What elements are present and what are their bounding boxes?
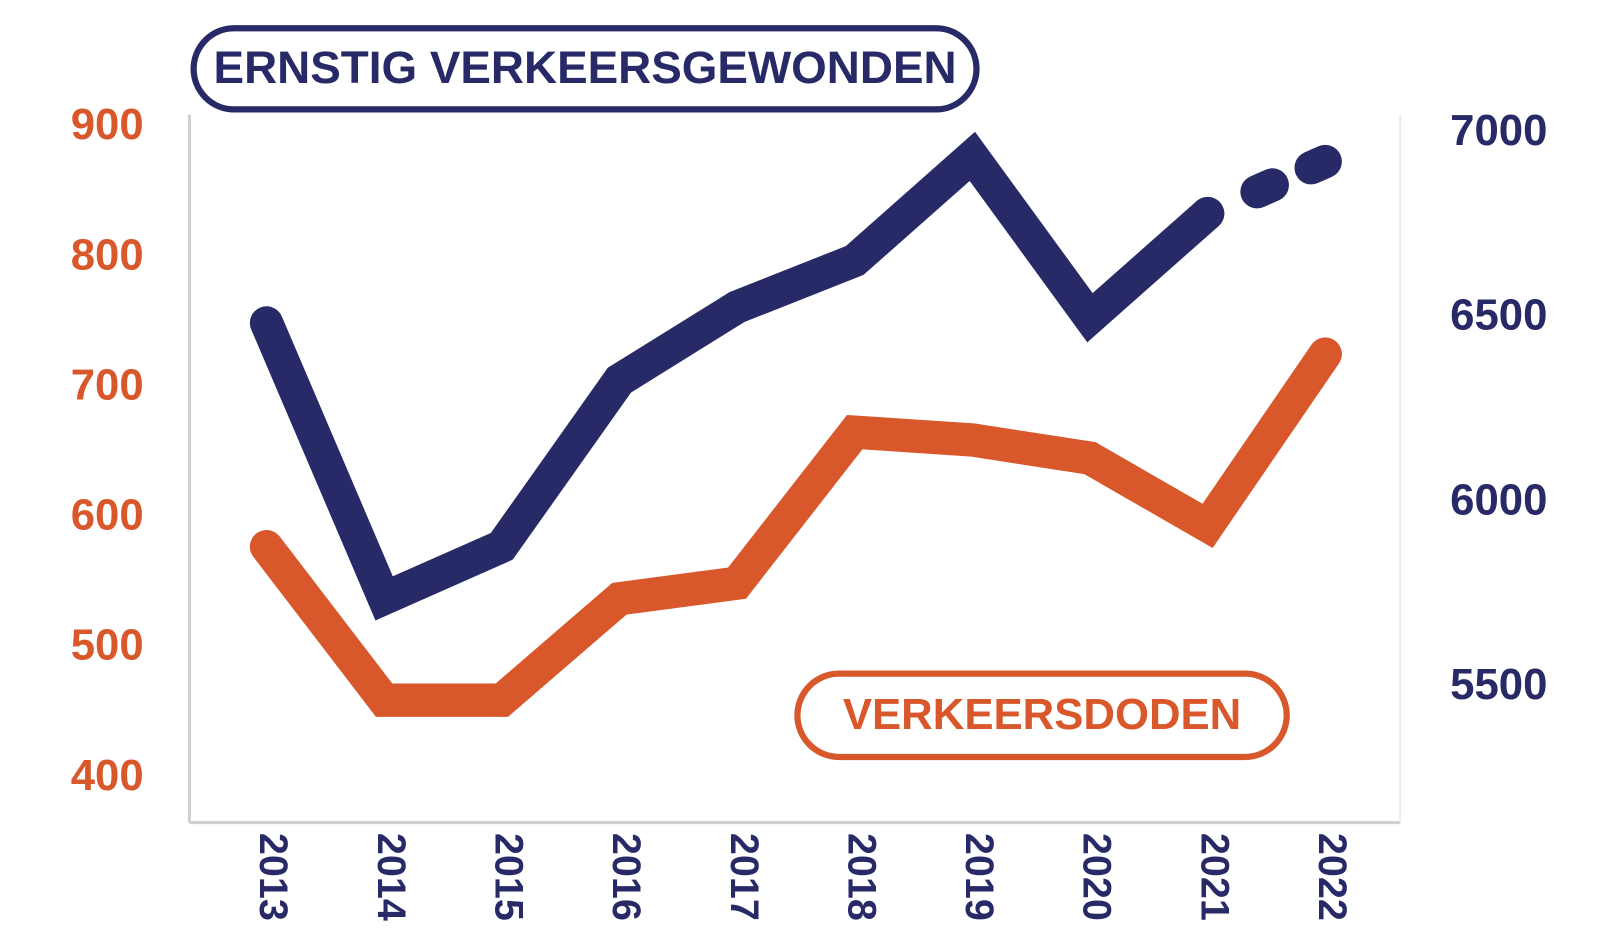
series-line-dashed: [1240, 168, 1289, 209]
x-tick-label: 2014: [369, 833, 413, 921]
x-tick-label: 2022: [1310, 833, 1354, 921]
y2-tick-label: 6500: [1450, 291, 1547, 340]
lines: [249, 131, 1342, 717]
legend-label: ERNSTIG VERKEERSGEWONDEN: [214, 42, 957, 93]
y-tick-label: 600: [71, 491, 144, 540]
legend-box: [794, 670, 1290, 761]
y2-tick-label: 6000: [1450, 475, 1547, 524]
y-tick-label: 400: [71, 751, 144, 800]
x-tick-label: 2020: [1075, 833, 1119, 921]
x-tick-label: 2018: [839, 833, 883, 921]
x-tick-label: 2016: [604, 833, 648, 921]
x-tick-label: 2013: [251, 833, 295, 921]
y2-tick-label: 7000: [1450, 106, 1547, 155]
legend-box: [190, 25, 980, 113]
x-tick-label: 2019: [957, 833, 1001, 921]
x-tick-label: 2017: [722, 833, 766, 921]
y2-tick-label: 5500: [1450, 660, 1547, 709]
x-tick-label: 2015: [486, 833, 530, 921]
y-tick-label: 500: [71, 621, 144, 670]
y-tick-label: 900: [71, 100, 144, 149]
y-tick-label: 700: [71, 360, 144, 409]
series-line-dashed: [1294, 144, 1342, 185]
y-tick-label: 800: [71, 230, 144, 279]
legend-label: VERKEERSDODEN: [843, 690, 1241, 739]
series-line: [249, 131, 1225, 621]
series-line: [249, 337, 1342, 717]
x-tick-label: 2021: [1192, 833, 1236, 921]
